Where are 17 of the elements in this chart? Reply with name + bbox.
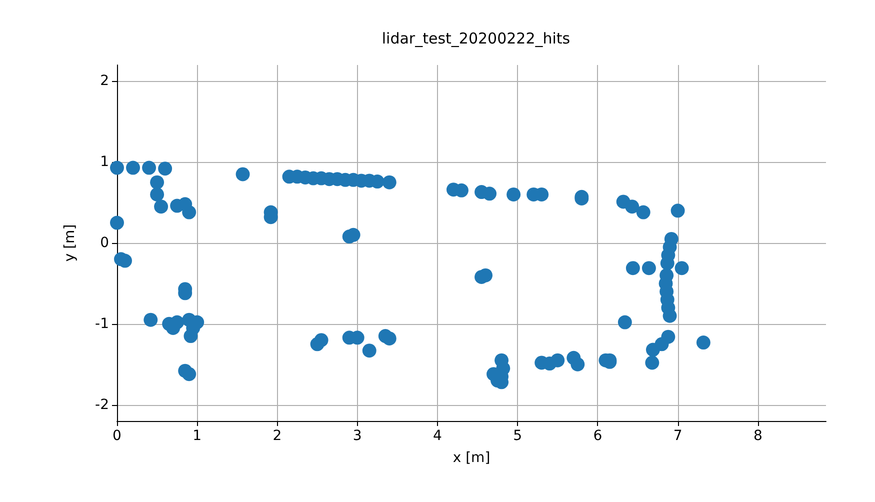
x-tick-label: 6 bbox=[593, 428, 602, 444]
x-tick-label: 5 bbox=[513, 428, 522, 444]
x-tick-label: 4 bbox=[432, 428, 442, 444]
x-tick-label: 3 bbox=[352, 428, 362, 444]
x-tick-label: 8 bbox=[753, 428, 762, 444]
y-tick-label: 2 bbox=[100, 73, 109, 90]
chart-title: lidar_test_20200222_hits bbox=[382, 30, 570, 48]
x-axis-title: x [m] bbox=[452, 450, 490, 466]
x-tick-label: 7 bbox=[673, 428, 682, 444]
y-tick-label: -1 bbox=[95, 316, 109, 332]
x-tick-label: 2 bbox=[272, 428, 282, 444]
y-axis-title: y [m] bbox=[62, 224, 78, 262]
y-tick-label: 0 bbox=[100, 235, 109, 251]
y-tick-label: 1 bbox=[100, 154, 109, 170]
x-tick-label: 1 bbox=[192, 428, 202, 444]
x-tick-label: 0 bbox=[112, 428, 122, 444]
y-tick-label: -2 bbox=[95, 396, 109, 413]
